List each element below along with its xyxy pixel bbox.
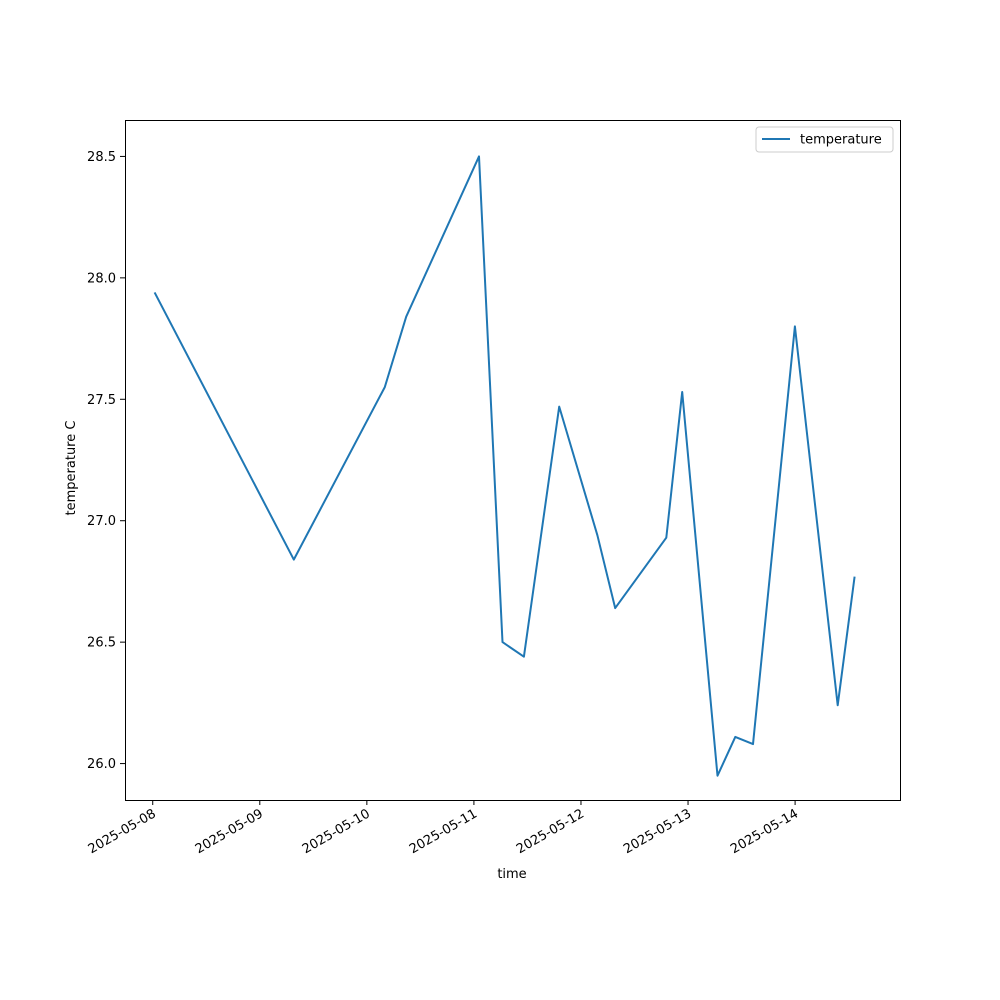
y-tick-label: 28.5 — [87, 150, 116, 165]
y-tick-label: 28.0 — [87, 271, 116, 286]
legend-label-temperature: temperature — [800, 133, 882, 148]
legend-box — [755, 126, 894, 153]
x-tick-label: 2025-05-11 — [407, 806, 480, 857]
y-tick-label: 27.0 — [87, 514, 116, 529]
x-tick-label: 2025-05-12 — [514, 806, 587, 857]
y-tick-label: 26.0 — [87, 757, 116, 772]
y-tick-label: 26.5 — [87, 636, 116, 651]
x-axis-title: time — [497, 867, 526, 882]
x-tick-label: 2025-05-14 — [728, 806, 801, 857]
axes-frame — [125, 120, 901, 801]
x-axis: 2025-05-08 2025-05-09 2025-05-10 2025-05-11… — [86, 800, 801, 857]
series-line-temperature — [153, 155, 856, 777]
y-tick-label: 27.5 — [87, 393, 116, 408]
x-tick-label: 2025-05-09 — [193, 806, 266, 857]
y-axis: 26.0 26.5 27.0 27.5 28.0 28.5 — [87, 150, 125, 772]
legend: temperature — [755, 126, 894, 153]
x-tick-label: 2025-05-13 — [621, 806, 694, 857]
x-tick-label: 2025-05-08 — [86, 806, 159, 857]
y-axis-title: temperature C — [64, 421, 79, 516]
plot-area — [125, 120, 901, 801]
x-tick-label: 2025-05-10 — [300, 806, 373, 857]
